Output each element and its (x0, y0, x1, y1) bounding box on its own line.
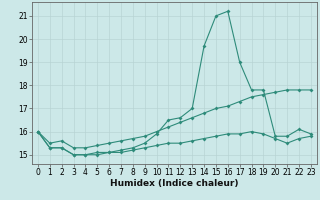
X-axis label: Humidex (Indice chaleur): Humidex (Indice chaleur) (110, 179, 239, 188)
